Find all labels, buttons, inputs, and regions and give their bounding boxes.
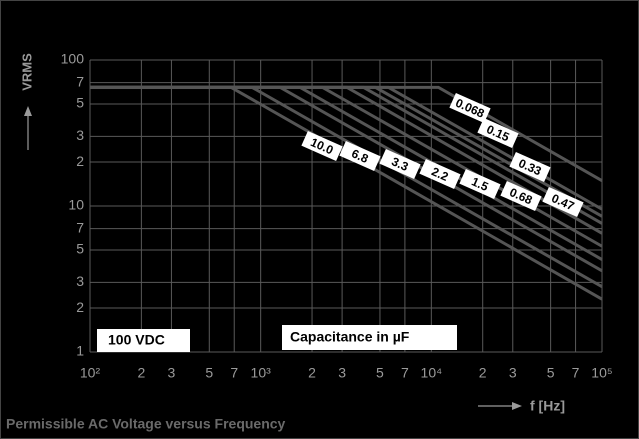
series-label-text: 1.5 [469, 174, 490, 194]
annotation-box [97, 329, 190, 352]
series-label-text: 6.8 [349, 146, 370, 166]
series-label: 6.8 [339, 140, 381, 172]
series-label: 2.2 [419, 158, 461, 190]
y-tick-label: 2 [76, 299, 84, 315]
series-label-text: 3.3 [389, 154, 410, 174]
x-tick-label: 3 [509, 365, 517, 381]
x-tick-label: 2 [137, 365, 145, 381]
y-arrow-head [24, 106, 32, 116]
series-label-text: 2.2 [429, 164, 450, 184]
x-tick-label: 7 [401, 365, 409, 381]
series-label-box [477, 117, 519, 149]
series-label-box [542, 186, 584, 218]
x-axis-label: f [Hz] [530, 398, 565, 414]
x-tick-label: 5 [547, 365, 555, 381]
plot-area: 10² 2 3 5 7 10³ 2 3 5 7 10⁴ 2 3 5 7 10⁵ 1 2 3 5 7 10 2 3 5 7 100 10… [61, 51, 613, 381]
x-tick-label: 10⁴ [421, 365, 443, 381]
x-tick-label: 2 [479, 365, 487, 381]
x-tick-label: 10⁵ [591, 365, 612, 381]
y-tick-label: 7 [76, 73, 84, 89]
series-label: 3.3 [379, 148, 421, 180]
y-tick-label: 1 [76, 343, 84, 359]
x-tick-label: 2 [308, 365, 316, 381]
x-tick-label: 10³ [251, 365, 272, 381]
annotation: 100 VDC [108, 332, 165, 348]
annotation: Capacitance in µF [290, 329, 410, 345]
x-tick-label: 3 [338, 365, 346, 381]
chart-title: Permissible AC Voltage versus Frequency [6, 416, 286, 432]
x-arrow-head [512, 402, 522, 410]
y-tick-label: 7 [76, 219, 84, 235]
series-label-box [339, 140, 381, 172]
x-tick-label: 7 [230, 365, 238, 381]
y-tick-label: 3 [76, 127, 84, 143]
series-label: 1.5 [459, 168, 501, 200]
x-tick-label: 5 [205, 365, 213, 381]
y-axis-label: VRMS [19, 53, 34, 91]
y-tick-label: 100 [61, 51, 85, 67]
series-label-box [500, 180, 542, 212]
annotation-box [282, 325, 457, 350]
series-label-box [301, 130, 343, 162]
y-tick-label: 3 [76, 273, 84, 289]
y-tick-label: 10 [68, 197, 84, 213]
series-label-box [509, 151, 551, 183]
line [90, 85, 603, 183]
y-tick-label: 5 [76, 95, 84, 111]
series-label-box [449, 92, 491, 124]
series-label-box [379, 148, 421, 180]
x-tick-label: 10² [80, 365, 101, 381]
x-tick-label: 7 [572, 365, 580, 381]
y-tick-label: 2 [76, 153, 84, 169]
x-tick-label: 5 [376, 365, 384, 381]
series-label-box [459, 168, 501, 200]
y-tick-label: 5 [76, 241, 84, 257]
x-tick-label: 3 [168, 365, 176, 381]
series-label-box [419, 158, 461, 190]
